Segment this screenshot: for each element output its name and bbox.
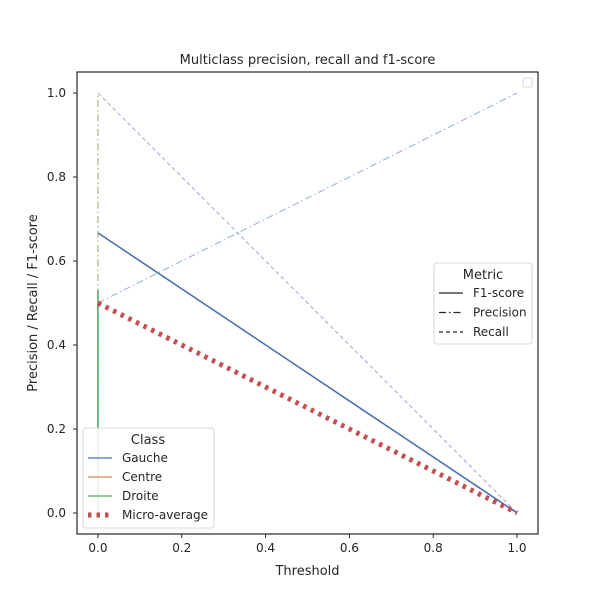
y-tick-label: 0.2 [47, 422, 66, 436]
x-axis-label: Threshold [274, 564, 339, 579]
x-tick-label: 0.0 [88, 541, 107, 555]
legend-entry-label: Centre [122, 470, 162, 484]
y-tick-label: 0.6 [47, 254, 66, 268]
y-tick-label: 1.0 [47, 86, 66, 100]
ticks: 0.0 0.2 0.4 0.6 0.8 1.0 0.0 0.2 0.4 0.6 0.8 1.0 [47, 86, 527, 555]
series-line-gauche-recall [97, 92, 518, 514]
legend-entry-label: Micro-average [122, 508, 208, 522]
series-line-gauche-precision [97, 92, 518, 304]
legend-metric-title: Metric [463, 268, 503, 283]
x-tick-label: 0.2 [172, 541, 191, 555]
x-tick-label: 1.0 [507, 541, 526, 555]
legend-entry-label: Recall [473, 325, 509, 339]
x-tick-label: 0.6 [340, 541, 359, 555]
series-line-gauche-f1 [97, 232, 518, 514]
legend-class-title: Class [131, 433, 165, 448]
y-axis-label: Precision / Recall / F1-score [26, 214, 41, 391]
legend-entry-label: Gauche [122, 451, 168, 465]
axes-frame [76, 71, 539, 535]
legend-entry-label: F1-score [473, 286, 524, 300]
chart-title: Multiclass precision, recall and f1-scor… [180, 53, 436, 68]
x-tick-label: 0.4 [256, 541, 275, 555]
x-tick-label: 0.8 [424, 541, 443, 555]
plot-area [96, 92, 519, 516]
legend-metric-frame [433, 262, 533, 345]
legend-entry-label: Droite [122, 489, 159, 503]
legend-entry-label: Precision [473, 306, 527, 320]
legend-class-frame [82, 427, 215, 529]
y-tick-label: 0.8 [47, 170, 66, 184]
y-tick-label: 0.0 [47, 506, 66, 520]
legend-class: Class Gauche Centre Droite Micro-average [82, 427, 215, 529]
legend-metric: Metric F1-score Precision Recall [433, 262, 533, 345]
series-line-micro-micro [96, 300, 519, 516]
empty-legend-box [522, 77, 533, 88]
y-tick-label: 0.4 [47, 338, 66, 352]
